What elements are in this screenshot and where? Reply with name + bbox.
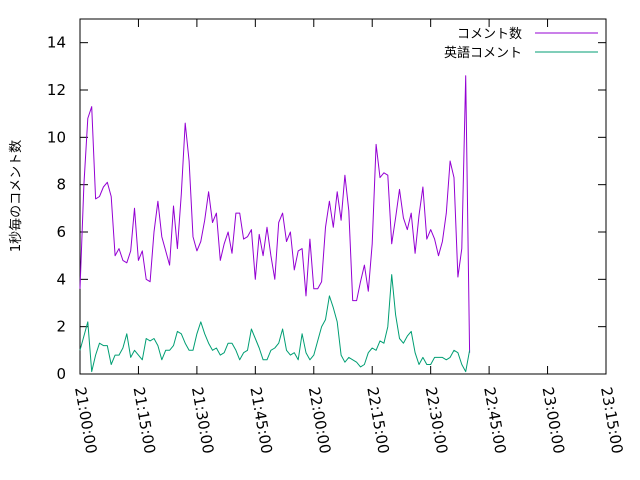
x-tick-label: 22:00:00 [305, 386, 334, 455]
y-tick-label: 6 [56, 223, 66, 241]
series-layer [79, 75, 471, 373]
series-line-1 [79, 75, 471, 353]
y-tick-label: 10 [47, 128, 66, 146]
x-tick-label: 23:15:00 [597, 386, 626, 455]
legend-label-2: 英語コメント [444, 45, 522, 61]
x-tick-label: 21:30:00 [188, 386, 217, 455]
y-tick-label: 14 [47, 34, 66, 52]
series-line-2 [79, 274, 471, 373]
x-tick-label: 23:00:00 [539, 386, 568, 455]
y-tick-label: 12 [47, 81, 66, 99]
x-tick-label: 21:15:00 [130, 386, 159, 455]
y-axis: 0 2 4 6 8 10 12 14 [47, 34, 606, 383]
x-tick-label: 21:45:00 [246, 386, 275, 455]
x-tick-label: 22:45:00 [480, 386, 509, 455]
y-tick-label: 2 [56, 318, 66, 336]
y-tick-label: 8 [56, 176, 66, 194]
y-axis-label: 1秒毎のコメント数 [8, 140, 24, 252]
x-axis: 21:00:00 21:15:00 21:30:00 21:45:00 22:00:00… [71, 19, 626, 455]
x-tick-label: 21:00:00 [71, 386, 100, 455]
y-tick-label: 4 [56, 270, 66, 288]
x-tick-label: 22:15:00 [363, 386, 392, 455]
y-tick-label: 0 [56, 365, 66, 383]
plot-frame [79, 18, 607, 375]
legend-label-1: コメント数 [457, 27, 522, 42]
x-tick-label: 22:30:00 [422, 386, 451, 455]
